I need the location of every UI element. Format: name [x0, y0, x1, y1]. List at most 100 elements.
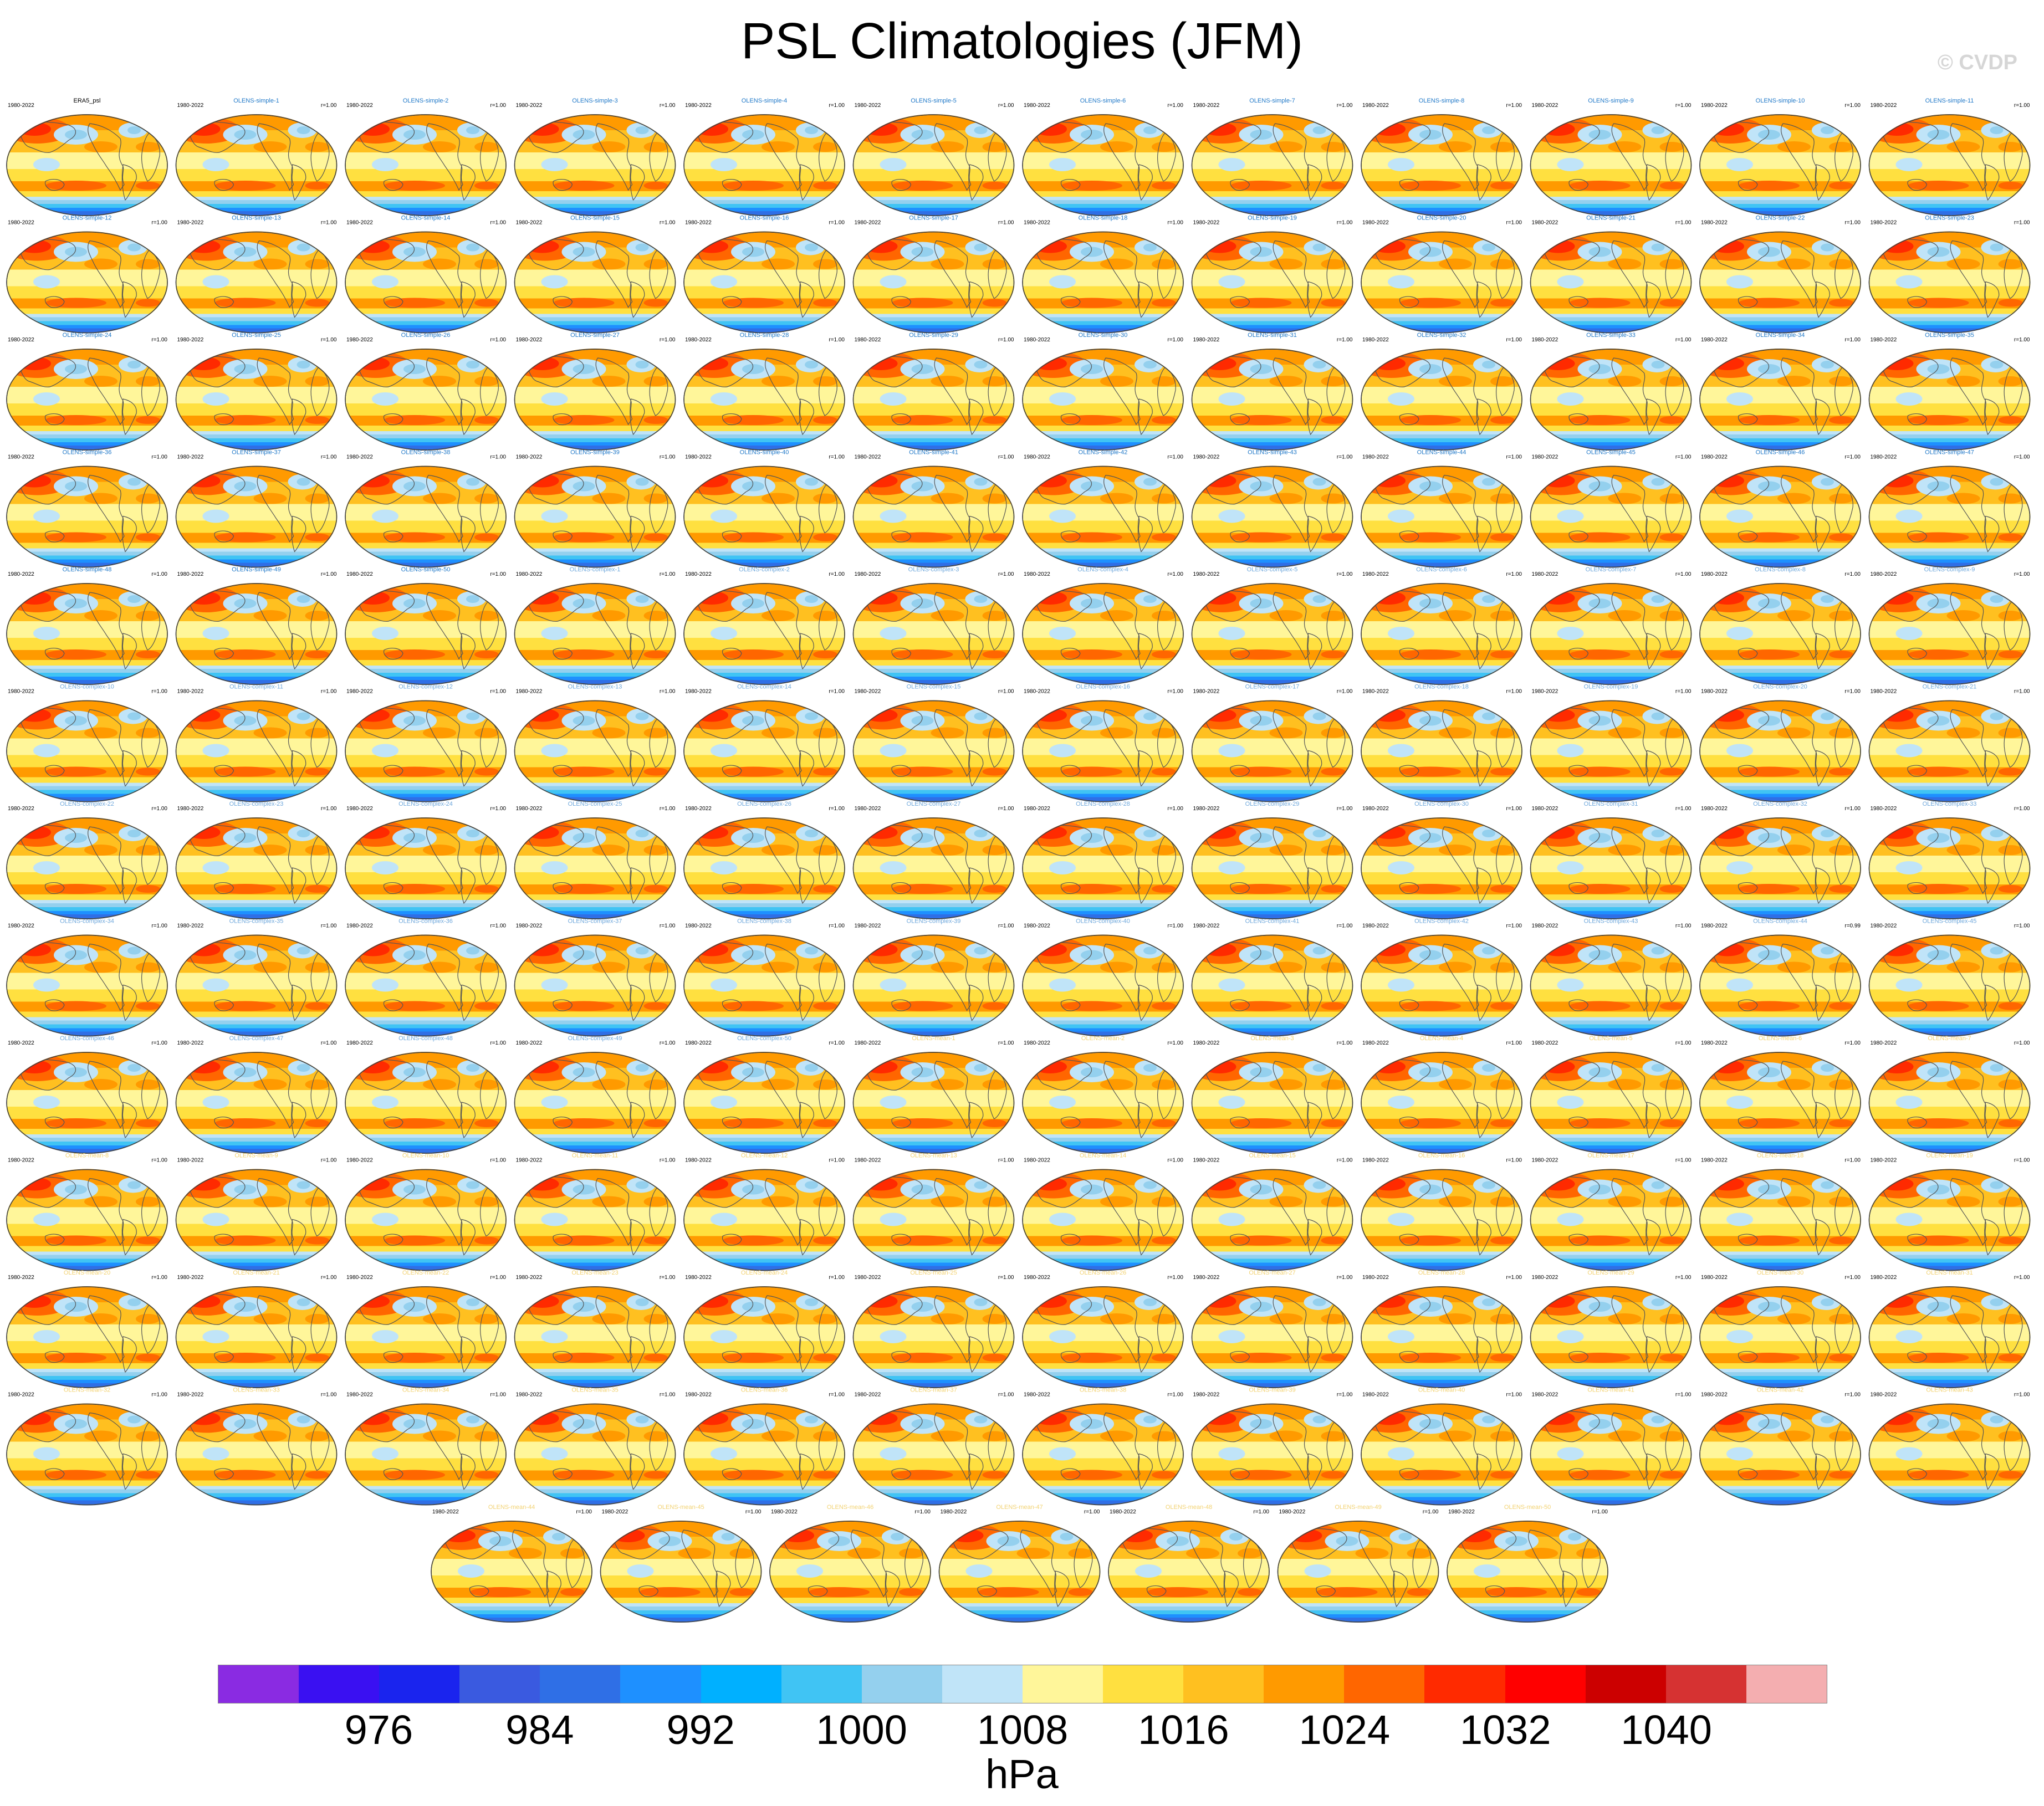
panel-stat: r=1.00: [829, 337, 845, 343]
panel-period: 1980-2022: [855, 689, 881, 695]
map-panel: 1980-2022 OLENS-simple-40 r=1.00: [683, 449, 845, 568]
map-outline: [1361, 817, 1522, 919]
map-outline: [1530, 934, 1692, 1037]
map-panel: 1980-2022 OLENS-complex-49 r=1.00: [514, 1035, 676, 1154]
panel-stat: r=1.00: [1337, 1158, 1353, 1164]
map-outline: [175, 349, 338, 451]
map-outline: [1699, 349, 1861, 451]
map-panel: 1980-2022 OLENS-mean-25 r=1.00: [852, 1270, 1015, 1388]
panel-title: OLENS-simple-19: [1248, 215, 1297, 222]
panel-period: 1980-2022: [1024, 337, 1050, 343]
map-panel: 1980-2022 OLENS-mean-50 r=1.00: [1447, 1504, 1608, 1623]
map-outline: [683, 231, 845, 334]
panel-stat: r=1.00: [1337, 806, 1353, 812]
map-outline: [1699, 934, 1861, 1037]
map-outline: [683, 817, 845, 919]
panel-title: OLENS-complex-46: [60, 1035, 114, 1042]
panel-title: OLENS-simple-28: [740, 332, 789, 339]
map-outline: [514, 349, 676, 451]
map-panel: 1980-2022 OLENS-mean-18 r=1.00: [1699, 1153, 1861, 1271]
panel-title: OLENS-mean-36: [741, 1387, 788, 1394]
panel-period: 1980-2022: [1193, 103, 1220, 109]
map-panel: 1980-2022 OLENS-mean-39 r=1.00: [1191, 1387, 1353, 1506]
panel-title: OLENS-mean-27: [1249, 1270, 1295, 1276]
panel-period: 1980-2022: [1362, 923, 1389, 929]
colorbar-swatch: [1585, 1665, 1666, 1703]
panel-stat: r=1.00: [660, 806, 676, 812]
panel-title: OLENS-complex-26: [737, 801, 791, 807]
map-panel: 1980-2022 OLENS-mean-21 r=1.00: [175, 1270, 338, 1388]
panel-period: 1980-2022: [8, 1040, 34, 1046]
map-panel: 1980-2022 OLENS-mean-10 r=1.00: [345, 1153, 507, 1271]
panel-title: OLENS-complex-33: [1923, 801, 1977, 807]
map-outline: [683, 583, 845, 685]
panel-stat: r=1.00: [914, 1509, 931, 1515]
panel-stat: r=1.00: [151, 571, 167, 577]
panel-stat: r=1.00: [829, 454, 845, 461]
panel-stat: r=1.00: [1506, 454, 1522, 461]
panel-stat: r=1.00: [151, 454, 167, 461]
panel-title: OLENS-simple-45: [1586, 449, 1636, 456]
panel-stat: r=1.00: [2014, 806, 2030, 812]
panel-stat: r=1.00: [490, 806, 506, 812]
panel-title: OLENS-simple-29: [909, 332, 958, 339]
map-outline: [852, 114, 1015, 216]
map-outline: [1699, 583, 1861, 685]
panel-stat: r=1.00: [321, 689, 337, 695]
panel-stat: r=1.00: [2014, 571, 2030, 577]
map-panel: 1980-2022 OLENS-mean-44 r=1.00: [431, 1504, 592, 1623]
panel-stat: r=1.00: [490, 103, 506, 109]
panel-period: 1980-2022: [685, 454, 712, 461]
map-outline: [6, 817, 168, 919]
panel-stat: r=1.00: [1844, 454, 1861, 461]
panel-period: 1980-2022: [8, 1392, 34, 1398]
panel-title: OLENS-complex-8: [1755, 566, 1806, 573]
map-outline: [1108, 1521, 1270, 1623]
panel-period: 1980-2022: [1532, 1040, 1558, 1046]
map-panel: 1980-2022 OLENS-mean-35 r=1.00: [514, 1387, 676, 1506]
map-panel: 1980-2022 OLENS-mean-9 r=1.00: [175, 1153, 338, 1271]
map-panel: 1980-2022 OLENS-simple-34 r=1.00: [1699, 332, 1861, 451]
map-panel: 1980-2022 OLENS-simple-49 r=1.00: [175, 566, 338, 685]
panel-title: OLENS-complex-45: [1923, 918, 1977, 925]
panel-stat: r=1.00: [1844, 337, 1861, 343]
panel-title: OLENS-complex-19: [1584, 684, 1638, 690]
map-outline: [6, 465, 168, 568]
panel-period: 1980-2022: [346, 923, 373, 929]
panel-period: 1980-2022: [177, 454, 204, 461]
map-panel: 1980-2022 OLENS-complex-31 r=1.00: [1530, 801, 1692, 919]
panel-period: 1980-2022: [346, 571, 373, 577]
map-panel: 1980-2022 OLENS-mean-26 r=1.00: [1022, 1270, 1184, 1388]
map-panel: 1980-2022 OLENS-simple-8 r=1.00: [1361, 98, 1522, 216]
panel-stat: r=1.00: [2014, 103, 2030, 109]
panel-title: OLENS-mean-22: [402, 1270, 449, 1276]
colorbar-swatch: [1022, 1665, 1103, 1703]
panel-stat: r=1.00: [1506, 1040, 1522, 1046]
panel-stat: r=1.00: [576, 1509, 592, 1515]
map-panel: 1980-2022 OLENS-mean-11 r=1.00: [514, 1153, 676, 1271]
map-panel: 1980-2022 OLENS-complex-3 r=1.00: [852, 566, 1015, 685]
map-outline: [683, 465, 845, 568]
panel-stat: r=1.00: [1844, 1040, 1861, 1046]
map-outline: [1191, 231, 1353, 334]
panel-period: 1980-2022: [516, 1040, 543, 1046]
panel-period: 1980-2022: [685, 806, 712, 812]
panel-title: OLENS-simple-18: [1079, 215, 1128, 222]
map-outline: [175, 817, 338, 919]
map-panel: 1980-2022 OLENS-mean-5 r=1.00: [1530, 1035, 1692, 1154]
panel-period: 1980-2022: [1701, 220, 1728, 226]
panel-stat: r=1.00: [745, 1509, 762, 1515]
map-outline: [6, 1169, 168, 1271]
panel-stat: r=1.00: [1506, 220, 1522, 226]
panel-period: 1980-2022: [685, 1275, 712, 1281]
panel-title: OLENS-mean-10: [402, 1153, 449, 1159]
panel-title: OLENS-complex-16: [1076, 684, 1130, 690]
map-panel: 1980-2022 OLENS-mean-43 r=1.00: [1868, 1387, 2031, 1506]
map-outline: [1191, 817, 1353, 919]
panel-stat: r=1.00: [321, 1275, 337, 1281]
map-outline: [1191, 114, 1353, 216]
panel-stat: r=1.00: [660, 689, 676, 695]
map-outline: [1699, 114, 1861, 216]
map-outline: [1530, 1286, 1692, 1388]
map-panel: 1980-2022 OLENS-mean-6 r=1.00: [1699, 1035, 1861, 1154]
